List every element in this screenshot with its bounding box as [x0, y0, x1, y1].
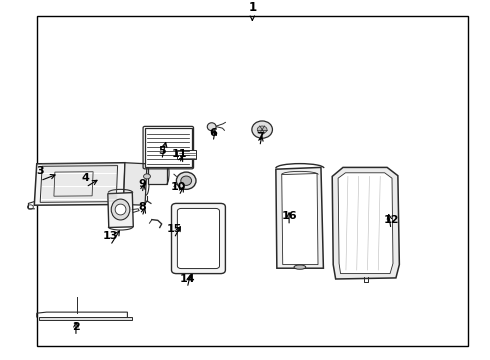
Ellipse shape: [252, 121, 272, 138]
Bar: [112, 199, 117, 203]
Ellipse shape: [111, 199, 130, 220]
Text: 2: 2: [72, 322, 80, 332]
Circle shape: [144, 174, 150, 179]
Text: 12: 12: [383, 215, 399, 225]
Polygon shape: [148, 163, 167, 184]
Bar: [145, 128, 192, 167]
Polygon shape: [108, 193, 133, 228]
Polygon shape: [123, 163, 147, 205]
Ellipse shape: [115, 204, 126, 215]
FancyBboxPatch shape: [177, 208, 220, 269]
Text: 15: 15: [166, 224, 182, 234]
Polygon shape: [177, 150, 196, 159]
Text: 7: 7: [256, 132, 264, 142]
Text: 14: 14: [179, 274, 195, 284]
Bar: [37, 16, 468, 346]
Polygon shape: [276, 167, 323, 268]
Text: 5: 5: [158, 145, 166, 156]
Polygon shape: [34, 163, 125, 205]
Polygon shape: [54, 172, 93, 196]
Text: 6: 6: [209, 127, 217, 138]
Ellipse shape: [176, 172, 196, 189]
Text: 4: 4: [82, 173, 90, 183]
Polygon shape: [40, 166, 118, 202]
Text: 9: 9: [138, 179, 146, 189]
Circle shape: [27, 205, 33, 209]
Polygon shape: [332, 167, 399, 279]
Circle shape: [257, 126, 267, 133]
Text: 3: 3: [36, 166, 44, 176]
Text: 1: 1: [248, 1, 256, 14]
Text: 16: 16: [281, 211, 297, 221]
Text: 8: 8: [138, 202, 146, 212]
Ellipse shape: [181, 176, 192, 185]
Polygon shape: [338, 173, 393, 274]
Polygon shape: [282, 174, 318, 265]
Text: 11: 11: [172, 149, 187, 159]
Text: 13: 13: [102, 231, 118, 241]
Text: 10: 10: [171, 181, 187, 192]
FancyBboxPatch shape: [172, 203, 225, 274]
Ellipse shape: [294, 265, 306, 269]
Polygon shape: [39, 317, 132, 320]
Ellipse shape: [207, 123, 216, 131]
